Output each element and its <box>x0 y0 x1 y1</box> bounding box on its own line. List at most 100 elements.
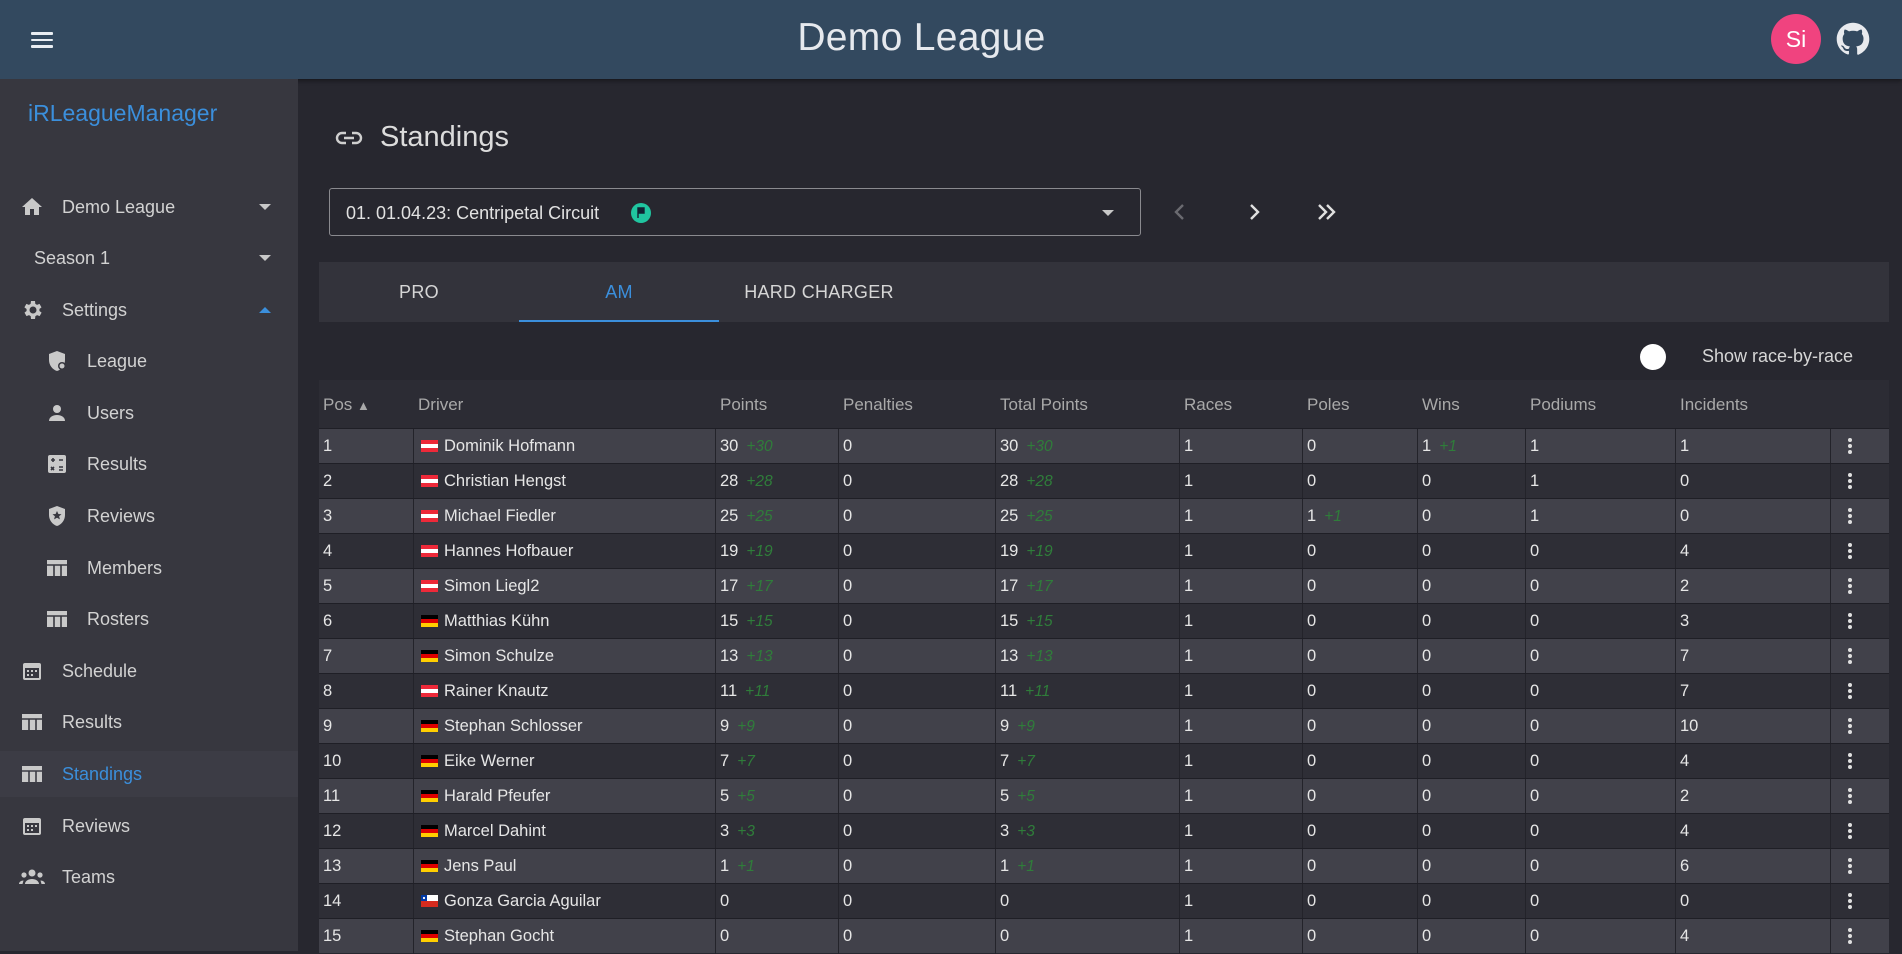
sidebar-item-settings-users[interactable]: Users <box>0 390 298 436</box>
table-row[interactable]: 7 Simon Schulze 13 +13 0 13 +13 1 0 0 0 7 <box>319 638 1889 674</box>
previous-event-icon[interactable] <box>1164 196 1196 228</box>
cell-pos: 6 <box>323 612 333 630</box>
sidebar-item-standings[interactable]: Standings <box>0 751 298 797</box>
table-row[interactable]: 4 Hannes Hofbauer 19 +19 0 19 +19 1 0 0 0 4 <box>319 533 1889 569</box>
sidebar-item-teams[interactable]: Teams <box>0 854 298 900</box>
cell-driver: Michael Fiedler <box>444 507 556 525</box>
row-menu-icon[interactable] <box>1840 541 1860 561</box>
cell-incidents: 4 <box>1680 927 1690 945</box>
cell-penalties: 0 <box>843 927 853 945</box>
cell-total-points: 25 +25 <box>1000 507 1053 525</box>
cell-total-points: 15 +15 <box>1000 612 1053 630</box>
row-menu-icon[interactable] <box>1840 786 1860 806</box>
column-header-total-points[interactable]: Total Points <box>1000 395 1088 414</box>
shield-gear-icon <box>49 351 66 371</box>
cell-races: 1 <box>1184 927 1194 945</box>
table-row[interactable]: 3 Michael Fiedler 25 +25 0 25 +25 1 1 +1 0 1 0 <box>319 498 1889 534</box>
row-menu-icon[interactable] <box>1840 926 1860 946</box>
sidebar-item-settings-members[interactable]: Members <box>0 545 298 591</box>
table-row[interactable]: 10 Eike Werner 7 +7 0 7 +7 1 0 0 0 4 <box>319 743 1889 779</box>
sidebar-item-settings-league[interactable]: League <box>0 338 298 384</box>
tab-am[interactable]: AM <box>519 262 719 322</box>
cell-points: 1 +1 <box>720 857 755 875</box>
cell-total-points: 19 +19 <box>1000 542 1053 560</box>
row-menu-icon[interactable] <box>1840 436 1860 456</box>
column-header-driver[interactable]: Driver <box>418 395 464 414</box>
tab-pro[interactable]: PRO <box>399 282 439 302</box>
table-row[interactable]: 6 Matthias Kühn 15 +15 0 15 +15 1 0 0 0 3 <box>319 603 1889 639</box>
link-icon[interactable] <box>335 126 363 150</box>
cell-poles-delta: +1 <box>1324 508 1342 525</box>
row-menu-icon[interactable] <box>1840 751 1860 771</box>
table-row[interactable]: 15 Stephan Gocht 0 0 0 1 0 0 0 4 <box>319 918 1889 954</box>
column-header-pos[interactable]: Pos ▲ <box>323 395 370 414</box>
flag-icon-at <box>421 510 438 522</box>
github-icon[interactable] <box>1836 22 1870 56</box>
row-menu-icon[interactable] <box>1840 891 1860 911</box>
avatar[interactable]: Si <box>1771 14 1821 64</box>
table-row[interactable]: 1 Dominik Hofmann 30 +30 0 30 +30 1 0 1 +1 1 1 <box>319 428 1889 464</box>
sidebar-item-settings-reviews[interactable]: Reviews <box>0 493 298 539</box>
column-header-wins[interactable]: Wins <box>1422 395 1460 414</box>
row-menu-icon[interactable] <box>1840 716 1860 736</box>
cell-pos: 13 <box>323 857 342 875</box>
cell-pos: 15 <box>323 927 342 945</box>
row-menu-icon[interactable] <box>1840 681 1860 701</box>
tab-hard-charger[interactable]: HARD CHARGER <box>744 282 894 302</box>
sidebar-item-settings-rosters[interactable]: Rosters <box>0 596 298 642</box>
sidebar-item-league-select[interactable]: Demo League <box>0 184 298 230</box>
sidebar-item-reviews[interactable]: Reviews <box>0 803 298 849</box>
table-row[interactable]: 13 Jens Paul 1 +1 0 1 +1 1 0 0 0 6 <box>319 848 1889 884</box>
sidebar-item-settings-results[interactable]: Results <box>0 441 298 487</box>
row-menu-icon[interactable] <box>1840 576 1860 596</box>
table-row[interactable]: 2 Christian Hengst 28 +28 0 28 +28 1 0 0 1 0 <box>319 463 1889 499</box>
cell-podiums: 0 <box>1530 647 1540 665</box>
row-menu-icon[interactable] <box>1840 506 1860 526</box>
row-menu-icon[interactable] <box>1840 821 1860 841</box>
table-header: Pos ▲ Driver Points Penalties Total Poin… <box>319 380 1889 428</box>
cell-podiums: 0 <box>1530 787 1540 805</box>
last-event-icon[interactable] <box>1310 196 1342 228</box>
next-event-icon[interactable] <box>1238 196 1270 228</box>
cell-total-points: 9 +9 <box>1000 717 1035 735</box>
sidebar-item-label: Schedule <box>62 660 138 681</box>
brand-logo[interactable]: iRLeagueManager <box>28 100 218 126</box>
row-menu-icon[interactable] <box>1840 856 1860 876</box>
sidebar-item-season-select[interactable]: Season 1 <box>0 235 298 281</box>
column-header-podiums[interactable]: Podiums <box>1530 395 1597 414</box>
cell-penalties: 0 <box>843 752 853 770</box>
row-menu-icon[interactable] <box>1840 646 1860 666</box>
row-menu-icon[interactable] <box>1840 471 1860 491</box>
row-menu-icon[interactable] <box>1840 611 1860 631</box>
cell-total-points-delta: +3 <box>1017 823 1035 840</box>
cell-points-delta: +28 <box>746 473 773 490</box>
table-row[interactable]: 11 Harald Pfeufer 5 +5 0 5 +5 1 0 0 0 2 <box>319 778 1889 814</box>
sidebar-item-schedule[interactable]: Schedule <box>0 648 298 694</box>
cell-podiums: 0 <box>1530 857 1540 875</box>
race-by-race-toggle[interactable] <box>1640 344 1666 370</box>
table-row[interactable]: 12 Marcel Dahint 3 +3 0 3 +3 1 0 0 0 4 <box>319 813 1889 849</box>
table-row[interactable]: 9 Stephan Schlosser 9 +9 0 9 +9 1 0 0 0 10 <box>319 708 1889 744</box>
flag-icon-de <box>421 720 438 732</box>
table-row[interactable]: 5 Simon Liegl2 17 +17 0 17 +17 1 0 0 0 2 <box>319 568 1889 604</box>
column-header-incidents[interactable]: Incidents <box>1680 395 1749 414</box>
event-select[interactable]: 01. 01.04.23: Centripetal Circuit <box>329 188 1141 236</box>
table-icon <box>22 766 42 782</box>
cell-points-delta: +13 <box>746 648 773 665</box>
menu-icon[interactable] <box>28 28 56 50</box>
sidebar-item-settings[interactable]: Settings <box>0 287 298 333</box>
column-header-points[interactable]: Points <box>720 395 768 414</box>
column-header-penalties[interactable]: Penalties <box>843 395 913 414</box>
table-row[interactable]: 8 Rainer Knautz 11 +11 0 11 +11 1 0 0 0 7 <box>319 673 1889 709</box>
person-icon <box>49 405 65 421</box>
sidebar-item-results[interactable]: Results <box>0 699 298 745</box>
cell-races: 1 <box>1184 507 1194 525</box>
table-row[interactable]: 14 Gonza Garcia Aguilar 0 0 0 1 0 0 0 0 <box>319 883 1889 919</box>
flag-icon-at <box>421 545 438 557</box>
column-header-races[interactable]: Races <box>1184 395 1233 414</box>
column-header-poles[interactable]: Poles <box>1307 395 1350 414</box>
flag-icon-at <box>421 685 438 697</box>
sidebar-item-label: Reviews <box>87 505 156 526</box>
cell-poles: 0 <box>1307 682 1317 700</box>
cell-incidents: 4 <box>1680 542 1690 560</box>
